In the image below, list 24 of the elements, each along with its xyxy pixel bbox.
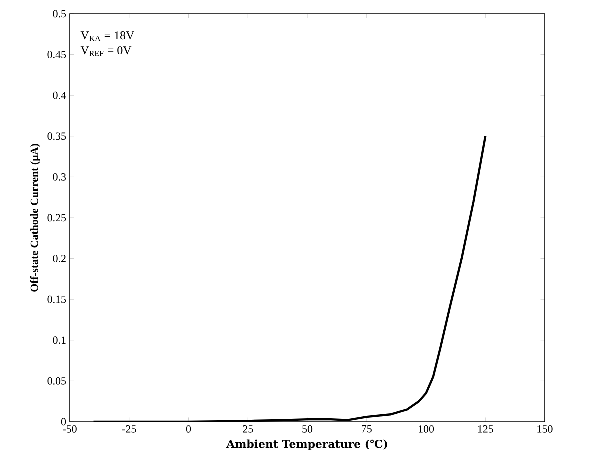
x-tick-label: 100 bbox=[419, 426, 434, 433]
x-tick-label: 50 bbox=[302, 426, 313, 433]
y-tick-label: 0.25 bbox=[48, 214, 66, 222]
annotation: V$_{REF}$ = 0V bbox=[80, 46, 132, 56]
y-tick-label: 0 bbox=[61, 418, 66, 426]
y-tick-label: 0.05 bbox=[48, 377, 66, 385]
y-tick-label: 0.2 bbox=[53, 255, 66, 263]
x-tick-label: 0 bbox=[186, 426, 192, 433]
y-tick-label: 0.5 bbox=[53, 10, 66, 18]
x-tick-label: 125 bbox=[478, 426, 494, 433]
y-tick-label: 0.1 bbox=[53, 336, 66, 344]
x-tick-label: -25 bbox=[122, 426, 136, 433]
y-tick-label: 0.35 bbox=[48, 132, 66, 140]
x-axis-title: Ambient Temperature (℃) bbox=[226, 440, 388, 450]
y-tick-label: 0.15 bbox=[48, 296, 66, 304]
y-tick-label: 0.3 bbox=[53, 173, 66, 181]
annotation: V$_{KA}$ = 18V bbox=[80, 32, 135, 42]
y-tick-label: 0.45 bbox=[48, 51, 66, 59]
y-tick-label: 0.4 bbox=[53, 92, 66, 100]
x-tick-label: 25 bbox=[243, 426, 254, 433]
y-axis-title: Off-state Cathode Current (μA) bbox=[30, 144, 40, 292]
x-tick-label: 150 bbox=[538, 426, 553, 433]
x-tick-label: -50 bbox=[63, 426, 77, 433]
x-tick-label: 75 bbox=[362, 426, 372, 433]
